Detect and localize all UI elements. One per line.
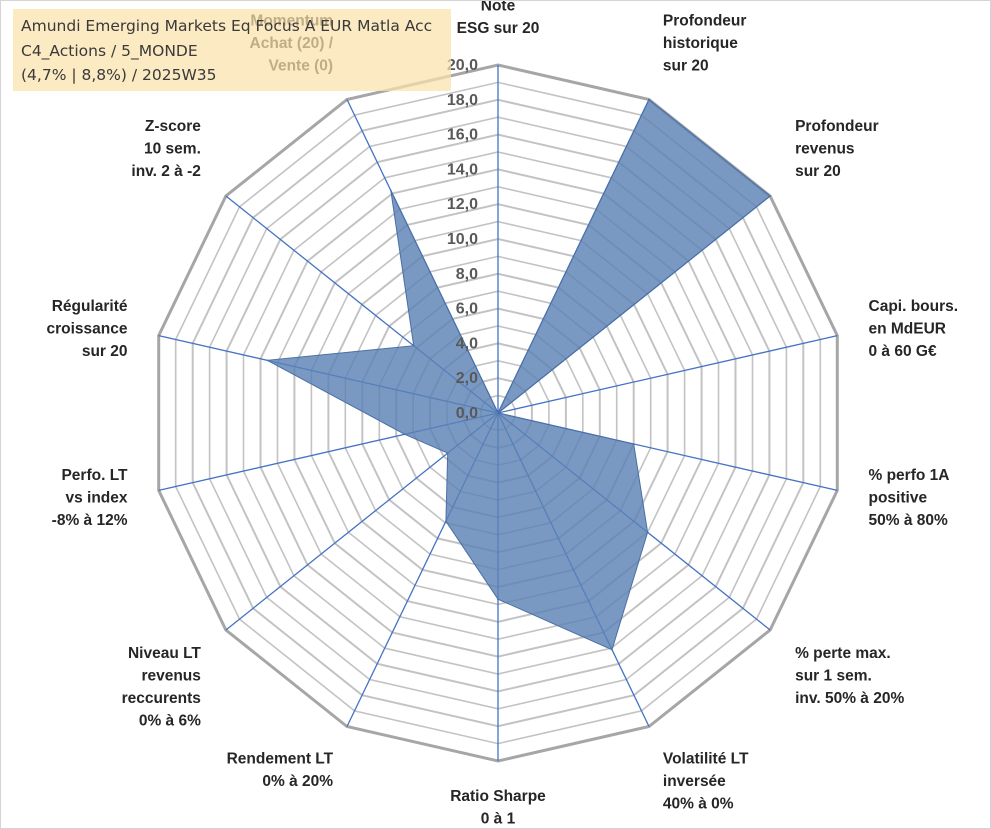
axis-category-label: sur 20 <box>663 58 709 75</box>
axis-category-label: 10 sem. <box>144 141 201 158</box>
axis-category-label: revenus <box>795 141 854 158</box>
axis-category-label: Régularité <box>52 298 128 315</box>
data-point <box>403 433 406 436</box>
axis-category-label: Rendement LT <box>227 750 334 767</box>
data-point <box>648 98 650 101</box>
axis-category-label: sur 20 <box>795 163 841 180</box>
radial-tick-label: 16,0 <box>447 127 478 144</box>
axis-category-label: positive <box>869 490 928 507</box>
axis-category-label: inv. 50% à 20% <box>795 690 904 707</box>
axis-category-label: Note <box>481 1 516 15</box>
axis-category-label: ESG sur 20 <box>457 20 540 37</box>
axis-category-label: historique <box>663 35 738 52</box>
axis-category-label: Profondeur <box>795 118 879 135</box>
data-point <box>497 598 499 600</box>
axis-category-label: reccurents <box>122 690 201 707</box>
axis-category-label: Ratio Sharpe <box>450 788 546 805</box>
axis-category-label: sur 1 sem. <box>795 667 872 684</box>
data-point <box>646 531 649 534</box>
data-point <box>412 344 415 347</box>
data-point <box>390 189 392 192</box>
radial-tick-label: 10,0 <box>447 231 478 248</box>
axis-category-label: 0% à 6% <box>139 712 201 729</box>
radial-tick-label: 14,0 <box>447 161 478 178</box>
axis-category-label: croissance <box>47 320 128 337</box>
axis-category-label: revenus <box>141 667 200 684</box>
radial-tick-label: 6,0 <box>456 301 478 318</box>
axis-category-label: Niveau LT <box>128 645 201 662</box>
radial-tick-label: 20,0 <box>447 57 478 74</box>
series-area <box>265 98 771 651</box>
data-point <box>611 648 613 651</box>
radial-tick-label: 12,0 <box>447 196 478 213</box>
radial-tick-label: 18,0 <box>447 92 478 109</box>
data-point <box>445 520 447 522</box>
category-subtitle: C4_Actions / 5_MONDE <box>21 42 198 60</box>
axis-category-label: vs index <box>65 490 127 507</box>
axis-category-label: Profondeur <box>663 13 747 30</box>
data-point <box>632 443 635 445</box>
axis-category-label: Perfo. LT <box>61 467 128 484</box>
axis-category-label: Capi. bours. <box>869 298 959 315</box>
axis-category-label: sur 20 <box>82 343 128 360</box>
radial-tick-label: 8,0 <box>456 266 478 283</box>
radial-tick-label: 0,0 <box>456 405 478 422</box>
axis-category-label: 0 à 60 G€ <box>869 343 937 360</box>
axis-category-label: inv. 2 à -2 <box>131 163 201 180</box>
axis-category-label: Z-score <box>145 118 201 135</box>
data-point <box>266 359 269 362</box>
axis-spoke <box>497 334 838 414</box>
data-point <box>497 412 499 414</box>
axis-category-label: inversée <box>663 773 726 790</box>
axis-category-label: % perfo 1A <box>869 467 950 484</box>
axis-category-label: 0 à 1 <box>481 811 516 828</box>
axis-category-label: Volatilité LT <box>663 750 749 767</box>
axis-category-label: -8% à 12% <box>52 512 128 529</box>
axis-category-label: 0% à 20% <box>262 773 333 790</box>
axis-category-label: 40% à 0% <box>663 795 734 812</box>
axis-category-label: en MdEUR <box>869 320 947 337</box>
chart-title-box: Amundi Emerging Markets Eq Focus A EUR M… <box>13 9 451 91</box>
data-point <box>446 452 449 454</box>
axis-category-label: 50% à 80% <box>869 512 948 529</box>
fund-name-title: Amundi Emerging Markets Eq Focus A EUR M… <box>21 17 433 35</box>
radial-tick-label: 2,0 <box>456 370 478 387</box>
performance-week-subtitle: (4,7% | 8,8%) / 2025W35 <box>21 66 217 84</box>
radial-tick-label: 4,0 <box>456 335 478 352</box>
data-point <box>769 195 771 197</box>
axis-category-label: % perte max. <box>795 645 891 662</box>
